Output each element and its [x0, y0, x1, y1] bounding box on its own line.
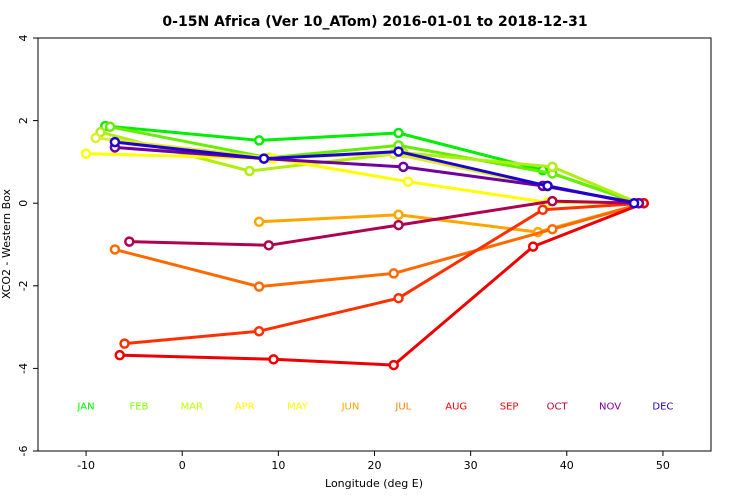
- data-point: [258, 153, 270, 164]
- data-point: [547, 161, 558, 173]
- data-point: [393, 146, 404, 157]
- x-tick-label: 20: [368, 459, 382, 472]
- data-point: [90, 132, 101, 144]
- legend-label-jun: JUN: [341, 402, 360, 413]
- data-point: [388, 268, 399, 279]
- data-point: [393, 127, 404, 139]
- legend-label-feb: FEB: [129, 402, 148, 413]
- data-point: [628, 197, 640, 209]
- data-point: [393, 292, 404, 304]
- legend-label-jan: JAN: [77, 402, 95, 413]
- data-point: [268, 354, 279, 365]
- y-tick-label: 0: [17, 200, 30, 207]
- y-tick-label: -4: [17, 363, 30, 374]
- legend-label-may: MAY: [287, 402, 309, 413]
- data-point: [109, 244, 121, 255]
- data-point: [542, 180, 553, 192]
- x-tick-label: -10: [77, 459, 95, 472]
- series-line: [86, 152, 639, 205]
- legend-label-mar: MAR: [181, 402, 203, 413]
- x-tick-label: 50: [656, 459, 670, 472]
- chart-title: 0-15N Africa (Ver 10_ATom) 2016-01-01 to…: [162, 14, 587, 30]
- data-point: [547, 195, 558, 207]
- series-jul: [109, 197, 649, 292]
- data-point: [547, 223, 558, 235]
- x-axis-ticks: -10 0 10 20 30 40 50: [77, 451, 670, 472]
- data-point: [393, 209, 404, 221]
- legend-label-apr: APR: [235, 402, 255, 413]
- x-tick-label: 30: [464, 459, 478, 472]
- y-tick-label: -6: [17, 446, 30, 457]
- series-layer: [80, 120, 649, 371]
- legend-label-sep: SEP: [500, 402, 519, 413]
- y-axis-label: XCO2 - Western Box: [0, 188, 13, 299]
- data-point: [114, 349, 125, 361]
- data-point: [537, 204, 548, 216]
- legend-label-aug: AUG: [445, 402, 467, 413]
- legend-label-nov: NOV: [599, 402, 621, 413]
- data-point: [398, 161, 409, 173]
- series-dec: [109, 136, 640, 209]
- data-point: [402, 176, 414, 187]
- data-point: [253, 216, 265, 228]
- data-point: [80, 148, 92, 159]
- data-point: [119, 338, 130, 349]
- data-point: [109, 136, 121, 148]
- data-point: [253, 325, 265, 337]
- month-legend: JAN FEB MAR APR MAY JUN JUL AUG SEP OCT NOV DEC: [77, 402, 674, 413]
- y-tick-label: 4: [17, 35, 30, 42]
- x-tick-label: 0: [179, 459, 186, 472]
- data-point: [244, 165, 255, 177]
- y-axis-ticks: -6 -4 -2 0 2 4: [17, 35, 38, 457]
- data-point: [263, 240, 274, 251]
- x-tick-label: 40: [560, 459, 574, 472]
- data-point: [124, 236, 135, 247]
- y-tick-label: 2: [17, 117, 30, 124]
- legend-label-jul: JUL: [394, 402, 411, 413]
- data-point: [104, 121, 116, 133]
- x-tick-label: 10: [271, 459, 285, 472]
- series-oct: [124, 195, 645, 251]
- data-point: [527, 241, 539, 252]
- data-point: [253, 281, 265, 292]
- plot-frame: [37, 37, 712, 452]
- legend-label-dec: DEC: [652, 402, 673, 413]
- x-axis-label: Longitude (deg E): [325, 477, 423, 490]
- data-point: [253, 135, 265, 146]
- series-line: [100, 130, 640, 205]
- legend-label-oct: OCT: [547, 402, 569, 413]
- data-point: [388, 359, 399, 371]
- y-tick-label: -2: [17, 280, 30, 291]
- data-point: [393, 219, 404, 231]
